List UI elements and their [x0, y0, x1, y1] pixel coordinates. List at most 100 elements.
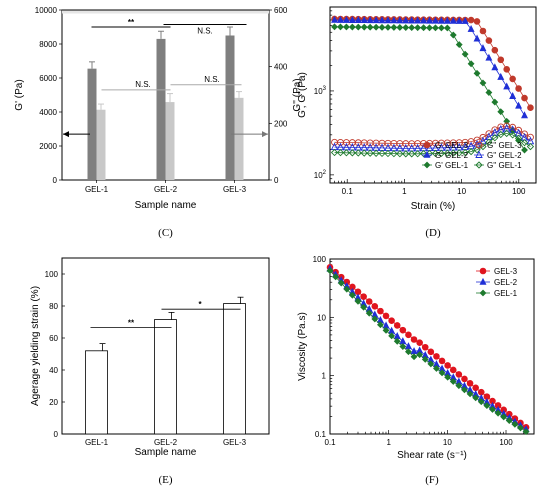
panel-d-legend-label: G' GEL-1	[435, 161, 469, 170]
panel-f-data-point	[399, 343, 407, 350]
panel-f-x-tick-label: 10	[443, 438, 452, 447]
panel-f-data-point	[421, 343, 429, 351]
panel-f-x-tick-label: 100	[499, 438, 513, 447]
panel-f-data-point	[416, 339, 423, 346]
panel-f-data-point	[360, 303, 368, 311]
panel-f-y-tick-label: 10	[317, 313, 326, 322]
panel-d-data-point	[390, 16, 398, 24]
panel-f-data-point	[382, 326, 390, 334]
panel-d-data-point	[497, 72, 505, 80]
panel-d-data-point	[509, 92, 517, 100]
panel-d-data-point	[485, 89, 493, 96]
panel-f-data-point	[438, 357, 446, 365]
panel-f-x-tick-label: 0.1	[324, 438, 336, 447]
panel-d-data-point	[485, 37, 493, 44]
panel-d-data-point	[485, 53, 493, 61]
panel-c-chart: 0 2000 4000 6000 8000 10000 0 200 400 600 GEL-1 GEL…	[14, 6, 303, 239]
panel-d-data-point	[348, 149, 356, 157]
panel-d-data-point	[491, 98, 499, 106]
panel-c-bar	[96, 109, 106, 180]
panel-c-bar	[234, 97, 244, 180]
panel-d-data-point	[402, 16, 410, 24]
panel-d-data-point	[503, 66, 511, 73]
panel-f-data-point	[377, 307, 384, 315]
panel-f-legend-marker	[479, 267, 487, 275]
panel-c-right-y-tick-label: 0	[274, 176, 279, 185]
panel-c-bar	[156, 38, 166, 181]
panel-f-y-tick-label: 1	[322, 372, 327, 381]
panel-f-data-point	[449, 366, 457, 374]
panel-f-legend-marker	[479, 289, 487, 297]
panel-f-data-point	[393, 322, 401, 329]
panel-c-y-tick-label: 10000	[35, 6, 58, 15]
panel-d-data-point	[467, 60, 475, 68]
panel-d-data-point	[384, 149, 392, 158]
panel-c-significance-label: N.S.	[204, 75, 220, 84]
panel-d-data-point	[509, 75, 516, 83]
panel-f-legend-label: GEL-1	[494, 289, 518, 298]
panel-d-data-point	[515, 101, 523, 109]
panel-d-data-point	[497, 108, 505, 116]
panel-d-data-point	[479, 79, 487, 87]
panel-d-data-point	[372, 16, 380, 24]
panel-d-data-point	[527, 133, 534, 141]
panel-d-data-point	[384, 23, 392, 31]
panel-c-right-y-axis-label: G'' (Pa)	[292, 78, 303, 111]
panel-f-data-point	[365, 309, 373, 317]
panel-d-data-point	[360, 23, 368, 31]
panel-f-data-point	[388, 317, 395, 324]
panel-c-y-tick-label: 0	[53, 176, 58, 185]
panel-d-data-point	[473, 34, 481, 42]
panel-d-data-point	[372, 149, 380, 157]
panel-f-plot-frame	[329, 258, 535, 435]
panel-d-data-point	[408, 24, 416, 32]
panel-f-data-point	[382, 312, 390, 320]
panel-f-data-point	[393, 337, 401, 345]
panel-c-bar	[165, 102, 175, 180]
panel-f-data-point	[517, 424, 524, 432]
panel-d-data-point	[402, 150, 410, 158]
panel-e-x-tick-label: GEL-3	[223, 438, 247, 447]
panel-e-y-axis-label: Agerage yielding strain (%)	[30, 286, 41, 406]
panel-d-y-axis-label: G', G''(Pa)	[297, 72, 308, 118]
panel-f-data-point	[405, 331, 412, 339]
panel-d-legend-label: G'' GEL-1	[487, 161, 522, 170]
panel-d-data-point	[491, 63, 499, 71]
panel-d-x-tick-label: 100	[512, 187, 526, 196]
panel-d-data-point	[431, 149, 440, 158]
panel-f-data-point	[433, 353, 440, 360]
panel-f-data-point	[427, 348, 435, 356]
panel-d-data-point	[503, 82, 511, 90]
panel-d-legend-marker	[475, 150, 483, 158]
panel-f-data-point	[511, 420, 519, 428]
panel-d-data-point	[455, 41, 463, 49]
panel-d-data-point	[354, 23, 362, 31]
panel-e-x-axis-label: Sample name	[135, 447, 197, 458]
panel-e-y-tick-label: 40	[49, 366, 58, 375]
panel-d-data-point	[360, 16, 368, 24]
panel-f-data-point	[371, 315, 379, 323]
panel-d-legend-marker	[423, 141, 431, 149]
panel-d-data-point	[491, 134, 499, 142]
panel-f-data-point	[449, 378, 457, 385]
panel-f-legend-marker	[479, 277, 487, 285]
panel-d-data-point	[396, 16, 404, 24]
panel-d-data-point	[396, 150, 404, 158]
panel-d-data-point	[491, 46, 499, 54]
panel-d-data-point	[521, 146, 528, 154]
panel-d-data-point	[396, 24, 404, 31]
panel-d-data-point	[348, 23, 356, 31]
panel-d-legend-label: G'' GEL-3	[487, 141, 522, 150]
panel-d-data-point	[420, 16, 428, 24]
panel-d-data-point	[414, 24, 422, 32]
panel-f-label: (F)	[425, 474, 439, 486]
panel-f-x-tick-label: 1	[386, 438, 391, 447]
panel-d-data-point	[449, 16, 457, 24]
panel-d-legend-label: G'' GEL-2	[487, 151, 522, 160]
panel-f-data-point	[348, 291, 356, 299]
panel-c-significance-label: N.S.	[135, 80, 151, 89]
panel-c-y-tick-label: 2000	[39, 142, 57, 151]
panel-d-data-point	[437, 24, 445, 32]
panel-d-label: (D)	[425, 227, 441, 239]
